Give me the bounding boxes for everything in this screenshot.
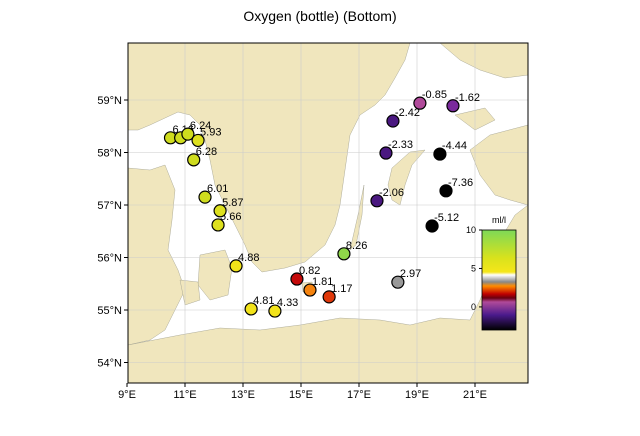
station-marker[interactable] bbox=[229, 259, 243, 273]
y-tick-label: 55°N bbox=[97, 305, 122, 317]
land-gotland bbox=[387, 149, 426, 206]
y-tick-label: 56°N bbox=[97, 253, 122, 265]
x-tick-label: 17°E bbox=[347, 389, 371, 401]
y-tick-label: 54°N bbox=[97, 358, 122, 370]
station-value-label: 6.24 bbox=[190, 120, 211, 132]
station-marker[interactable] bbox=[187, 153, 201, 167]
land-jutland bbox=[128, 164, 186, 346]
station-value-label: 4.81 bbox=[253, 295, 274, 307]
colorbar-gradient bbox=[481, 229, 517, 331]
station-value-label: 1.17 bbox=[331, 283, 352, 295]
station-value-label: 0.82 bbox=[299, 265, 320, 277]
station-value-label: 4.33 bbox=[277, 297, 298, 309]
station-marker[interactable] bbox=[244, 302, 258, 316]
value-labels: 6.166.245.936.286.015.875.664.884.814.33… bbox=[173, 89, 481, 309]
station-marker[interactable] bbox=[446, 99, 460, 113]
station-value-label: 2.97 bbox=[400, 268, 421, 280]
graticule bbox=[128, 43, 528, 383]
station-marker[interactable] bbox=[439, 184, 453, 198]
x-tick-label: 9°E bbox=[118, 389, 136, 401]
station-marker[interactable] bbox=[191, 133, 205, 148]
station-value-label: 5.87 bbox=[222, 197, 243, 209]
station-marker[interactable] bbox=[211, 218, 225, 232]
station-value-label: -5.12 bbox=[434, 212, 459, 224]
station-value-label: -7.36 bbox=[448, 177, 473, 189]
station-value-label: -2.06 bbox=[379, 187, 404, 199]
land-oland bbox=[349, 184, 365, 251]
station-marker[interactable] bbox=[290, 272, 304, 286]
station-marker[interactable] bbox=[268, 304, 282, 318]
station-value-label: 1.81 bbox=[312, 276, 333, 288]
station-value-label: -0.85 bbox=[422, 89, 447, 101]
colorbar-tick-label: 10 bbox=[466, 225, 476, 235]
station-marker[interactable] bbox=[322, 290, 336, 304]
station-marker[interactable] bbox=[370, 194, 384, 208]
x-tick-label: 19°E bbox=[405, 389, 429, 401]
y-tick-label: 59°N bbox=[97, 95, 122, 107]
station-value-label: -4.44 bbox=[442, 140, 467, 152]
station-value-label: 8.26 bbox=[346, 240, 367, 252]
station-value-label: 6.28 bbox=[196, 146, 217, 158]
station-marker[interactable] bbox=[413, 96, 427, 110]
x-tick-label: 11°E bbox=[173, 389, 196, 401]
x-axis: 9°E 11°E 13°E 15°E 17°E 19°E 21°E bbox=[118, 383, 487, 401]
map-area: 6.166.245.936.286.015.875.664.884.814.33… bbox=[128, 43, 528, 383]
x-tick-label: 21°E bbox=[463, 389, 487, 401]
land-baltics bbox=[469, 124, 528, 206]
station-marker[interactable] bbox=[198, 190, 212, 204]
colorbar-tick-label: 5 bbox=[471, 263, 476, 273]
station-value-label: 6.01 bbox=[207, 183, 228, 195]
station-value-label: -2.33 bbox=[388, 139, 413, 151]
x-tick-label: 15°E bbox=[289, 389, 313, 401]
station-marker[interactable] bbox=[337, 247, 351, 261]
colorbar-tick-label: 0 bbox=[471, 302, 476, 312]
y-tick-label: 57°N bbox=[97, 200, 122, 212]
station-value-label: 5.93 bbox=[200, 126, 221, 138]
station-value-label: -2.42 bbox=[395, 107, 420, 119]
station-marker[interactable] bbox=[303, 283, 317, 297]
station-marker[interactable] bbox=[181, 127, 195, 141]
land-finland bbox=[439, 43, 528, 79]
map-frame bbox=[127, 42, 529, 384]
x-tick-label: 13°E bbox=[231, 389, 255, 401]
station-marker[interactable] bbox=[425, 219, 439, 233]
station-marker[interactable] bbox=[391, 275, 405, 289]
station-value-label: 4.88 bbox=[238, 252, 259, 264]
y-tick-label: 58°N bbox=[97, 148, 122, 160]
colorbar: ml/l 10 5 0 bbox=[466, 215, 517, 331]
map-title: Oxygen (bottle) (Bottom) bbox=[243, 8, 397, 24]
station-marker[interactable] bbox=[213, 204, 227, 218]
y-axis: 54°N 55°N 56°N 57°N 58°N 59°N bbox=[97, 95, 128, 370]
station-marker[interactable] bbox=[386, 114, 400, 128]
stations bbox=[163, 96, 460, 318]
station-value-label: -1.62 bbox=[455, 92, 480, 104]
land-south-coast bbox=[128, 204, 528, 383]
station-marker[interactable] bbox=[433, 147, 447, 161]
colorbar-label: ml/l bbox=[492, 215, 506, 225]
station-marker[interactable] bbox=[379, 146, 393, 160]
